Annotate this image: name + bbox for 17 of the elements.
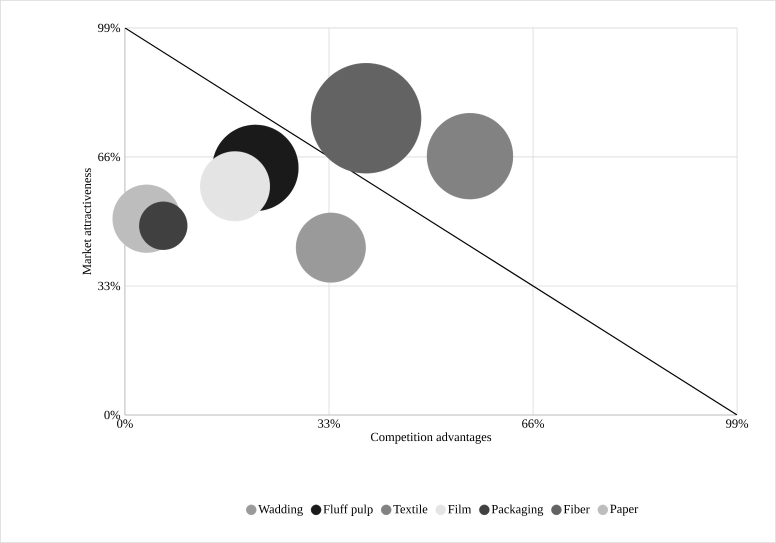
x-tick-label: 33% (318, 419, 340, 428)
legend-label: Packaging (492, 504, 544, 516)
legend-label: Paper (610, 504, 638, 516)
x-axis-title: Competition advantages (370, 432, 492, 444)
y-tick-label: 0% (104, 410, 120, 420)
legend-label: Fiber (564, 504, 590, 514)
legend-label: Textile (393, 504, 428, 514)
y-axis-title: Market attractiveness (82, 168, 92, 275)
x-tick-label: 0% (117, 419, 133, 428)
legend-label: Film (448, 504, 472, 514)
legend-label: Wadding (258, 504, 303, 516)
x-tick-label: 99% (726, 419, 748, 428)
legend-label: Fluff pulp (323, 504, 373, 516)
y-tick-label: 33% (98, 282, 120, 290)
y-tick-label: 99% (98, 24, 120, 32)
y-tick-label: 66% (98, 152, 120, 162)
x-tick-label: 66% (522, 419, 544, 428)
